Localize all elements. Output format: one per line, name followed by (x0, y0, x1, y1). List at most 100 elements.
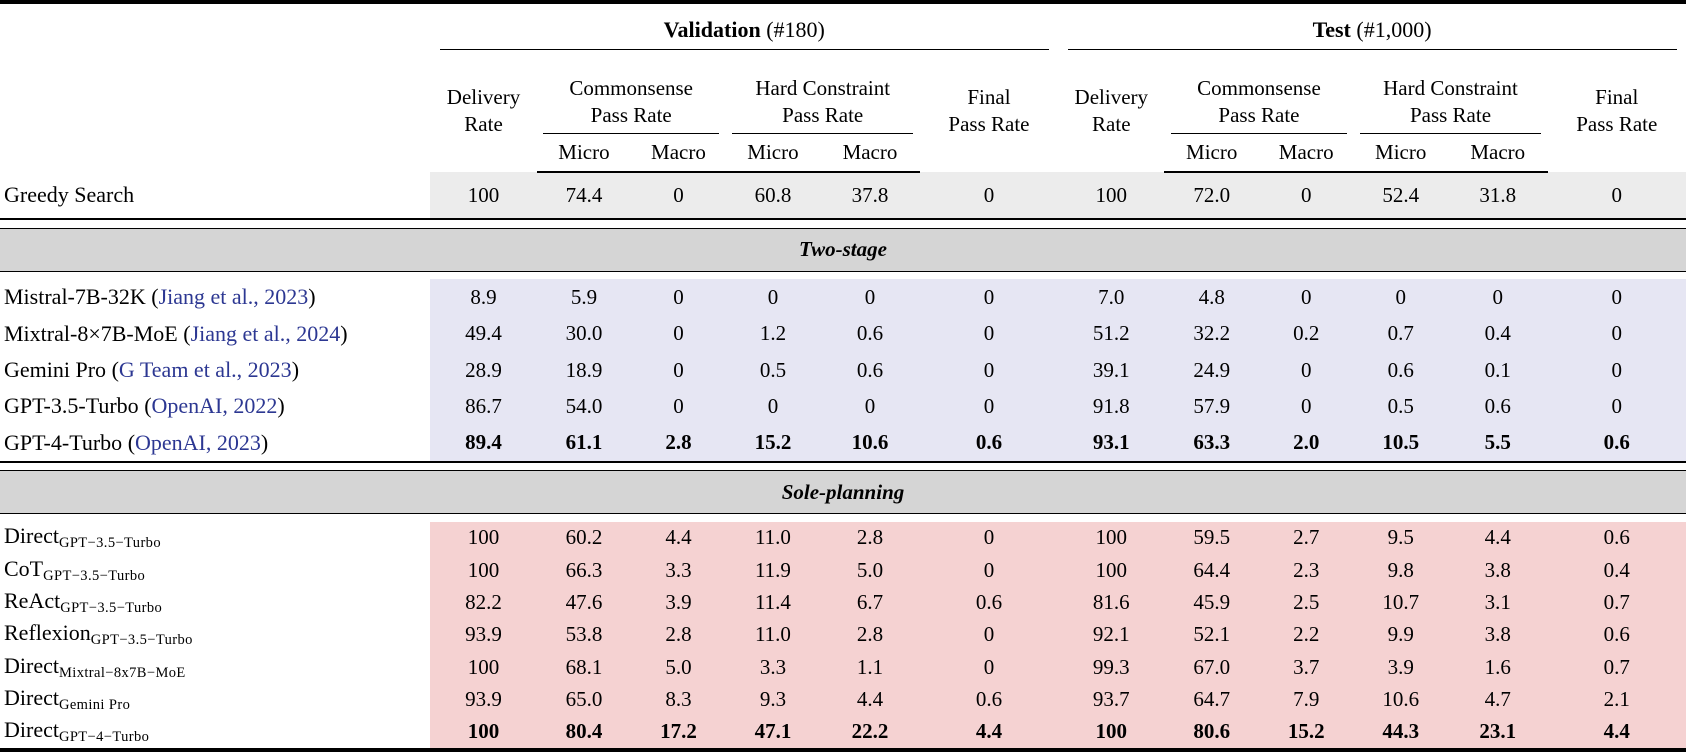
table-cell: 3.9 (1353, 650, 1448, 684)
table-cell: 0.4 (1447, 315, 1548, 352)
model-name: Direct (4, 717, 59, 743)
table-row: CoTGPT−3.5−Turbo 100 66.3 3.3 11.9 5.0 0 100 64.… (0, 553, 1686, 587)
table-cell: 0 (1547, 172, 1686, 221)
table-cell: 17.2 (631, 715, 726, 750)
rule-gap-cell (0, 219, 1686, 229)
col-commonsense-micro-test: Micro (1164, 134, 1259, 173)
table-cell: 2.7 (1258, 521, 1354, 554)
table-row: DirectGPT−3.5−Turbo 100 60.2 4.4 11.0 2.8 0 100… (0, 521, 1686, 554)
table-cell: 0.7 (1547, 650, 1686, 684)
table-cell: 72.0 (1164, 172, 1259, 221)
table-cell: 61.1 (536, 424, 632, 463)
row-label: ReActGPT−3.5−Turbo (0, 586, 430, 618)
table-cell: 0 (725, 279, 821, 316)
table-cell: 100 (1058, 172, 1165, 221)
table-cell: 0 (919, 388, 1059, 425)
table-cell: 2.1 (1547, 683, 1686, 716)
col-hard-macro-validation: Macro (820, 134, 920, 173)
table-cell: 7.0 (1058, 279, 1165, 316)
citation-link[interactable]: Jiang et al., 2023 (158, 284, 309, 310)
table-cell: 66.3 (536, 553, 632, 587)
table-cell: 100 (1058, 553, 1165, 587)
table-cell: 100 (430, 650, 537, 684)
table-cell: 68.1 (536, 650, 632, 684)
table-cell: 100 (1058, 715, 1165, 750)
table-cell: 0 (1547, 279, 1686, 316)
table-cell: 4.4 (631, 521, 726, 554)
table-cell: 5.9 (536, 279, 632, 316)
table-row: DirectMixtral−8x7B−MoE 100 68.1 5.0 3.3 1.1 0 9… (0, 650, 1686, 684)
model-name: ReAct (4, 587, 61, 613)
section-band: Two-stage (0, 227, 1686, 273)
validation-group-title: Validation (663, 17, 761, 42)
citation-link[interactable]: G Team et al., 2023 (118, 357, 292, 383)
col-commonsense-macro-validation: Macro (631, 134, 726, 173)
table-cell: 0.1 (1447, 351, 1548, 389)
table-cell: 0.6 (1353, 351, 1448, 389)
table-cell: 52.4 (1353, 172, 1448, 221)
table-cell: 80.6 (1164, 715, 1259, 750)
citation-link[interactable]: OpenAI, 2022 (151, 393, 278, 419)
header-group-row: Validation (#180) Test (#1,000) (0, 2, 1686, 50)
table-cell: 0 (1353, 279, 1448, 316)
table-cell: 0 (631, 279, 726, 316)
citation-link[interactable]: Jiang et al., 2024 (190, 320, 341, 346)
model-name: Direct (4, 684, 59, 710)
model-name: Greedy Search (4, 182, 135, 208)
table-cell: 0.2 (1258, 315, 1354, 352)
col-final-pass-rate-validation: Final Pass Rate (948, 85, 1030, 136)
table-cell: 100 (430, 715, 537, 750)
table-cell: 64.4 (1164, 553, 1259, 587)
table-cell: 47.6 (536, 586, 632, 619)
rule-gap (0, 461, 1686, 471)
table-cell: 5.0 (631, 650, 726, 684)
table-cell: 32.2 (1164, 315, 1259, 352)
table-cell: 11.0 (725, 618, 821, 651)
citation-link[interactable]: OpenAI, 2023 (135, 429, 261, 455)
table-row: Gemini Pro (G Team et al., 2023) 28.9 18.9… (0, 351, 1686, 389)
table-cell: 10.5 (1353, 424, 1448, 463)
table-cell: 63.3 (1164, 424, 1259, 463)
table-cell: 0 (631, 351, 726, 389)
table-cell: 2.3 (1258, 553, 1354, 587)
table-cell: 93.1 (1058, 424, 1165, 463)
table-cell: 0 (919, 351, 1059, 389)
table-cell: 11.0 (725, 521, 821, 554)
table-cell: 0 (919, 279, 1059, 316)
col-commonsense-micro-validation: Micro (536, 134, 632, 173)
table-cell: 10.6 (1353, 683, 1448, 716)
model-subscript: GPT−3.5−Turbo (58, 535, 161, 552)
table-cell: 82.2 (430, 586, 537, 619)
table-cell: 49.4 (430, 315, 537, 352)
table-cell: 0 (725, 388, 821, 425)
table-cell: 0.6 (1547, 521, 1686, 554)
table-cell: 3.3 (631, 553, 726, 587)
table-cell: 0 (820, 279, 920, 316)
col-final-pass-rate-test: Final Pass Rate (1576, 85, 1658, 136)
col-hard-constraint-test: Hard Constraint Pass Rate (1353, 50, 1547, 134)
table-cell: 18.9 (536, 351, 632, 389)
model-name: GPT-3.5-Turbo (4, 393, 139, 419)
model-name: Direct (4, 523, 59, 549)
table-cell: 67.0 (1164, 650, 1259, 684)
table-cell: 74.4 (536, 172, 632, 221)
table-row: ReflexionGPT−3.5−Turbo 93.9 53.8 2.8 11.0 2.8… (0, 618, 1686, 651)
table-cell: 0.5 (1353, 388, 1448, 425)
table-cell: 6.7 (820, 586, 920, 619)
model-subscript: GPT−4−Turbo (58, 729, 150, 746)
table-cell: 0.6 (919, 683, 1059, 716)
row-label: Gemini Pro (G Team et al., 2023) (4, 357, 300, 383)
model-subscript: GPT−3.5−Turbo (60, 599, 163, 616)
col-commonsense-macro-test: Macro (1258, 134, 1354, 173)
table-cell: 4.7 (1447, 683, 1548, 716)
table-cell: 0.6 (1447, 388, 1548, 425)
table-cell: 0.6 (820, 351, 920, 389)
model-name: Gemini Pro (4, 357, 107, 383)
row-label: Mistral-7B-32K (Jiang et al., 2023) (4, 284, 316, 310)
table-cell: 100 (1058, 521, 1165, 554)
table-cell: 0 (1547, 315, 1686, 352)
col-hard-micro-validation: Micro (725, 134, 821, 173)
table-cell: 5.0 (820, 553, 920, 587)
table-cell: 10.7 (1353, 586, 1448, 619)
table-cell: 65.0 (536, 683, 632, 716)
